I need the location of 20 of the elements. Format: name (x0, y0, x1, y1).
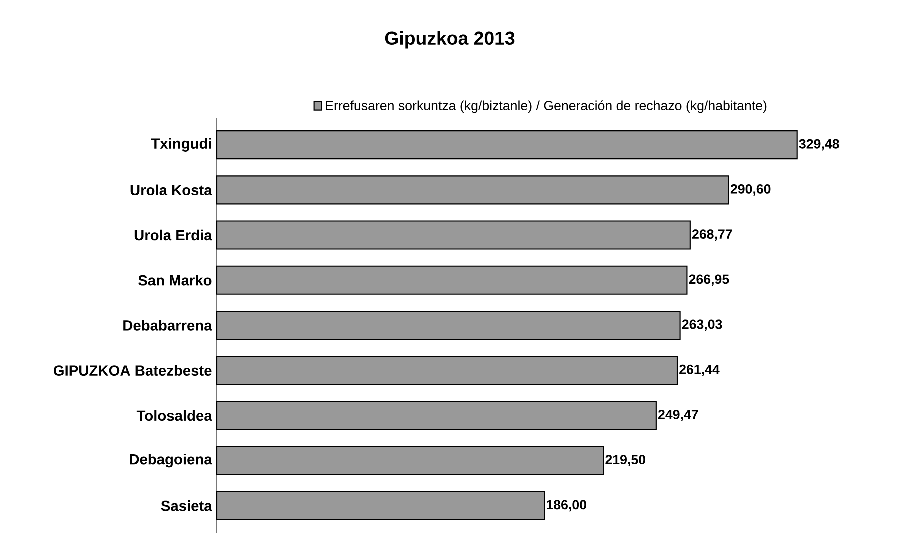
data-label: 290,60 (730, 184, 771, 196)
data-label: 186,00 (547, 500, 586, 512)
y-tick-label: Urola Kosta (130, 184, 212, 196)
data-label: 249,47 (658, 410, 698, 422)
data-label: 261,44 (680, 364, 720, 376)
data-label: 266,95 (689, 274, 730, 286)
y-tick-label: Sasieta (161, 500, 212, 512)
y-tick-label: Tolosaldea (136, 410, 212, 422)
data-label: 263,03 (682, 320, 722, 332)
y-tick-label: Debagoiena (130, 454, 212, 468)
y-tick-label: San Marko (138, 275, 212, 286)
data-label: 219,50 (606, 455, 646, 467)
data-label: 329,48 (799, 139, 840, 151)
y-tick-label: Urola Erdia (134, 230, 212, 241)
y-tick-label: GIPUZKOA Batezbeste (54, 365, 212, 376)
legend-label: Errefusaren sorkuntza (kg/biztanle) / Generación de rechazo (kg/habitante) (326, 100, 767, 114)
y-tick-label: Txingudi (151, 138, 212, 152)
y-tick-label: Debabarrena (124, 320, 212, 331)
data-label: 268,77 (692, 230, 732, 241)
chart-title: Gipuzkoa 2013 (385, 31, 515, 49)
